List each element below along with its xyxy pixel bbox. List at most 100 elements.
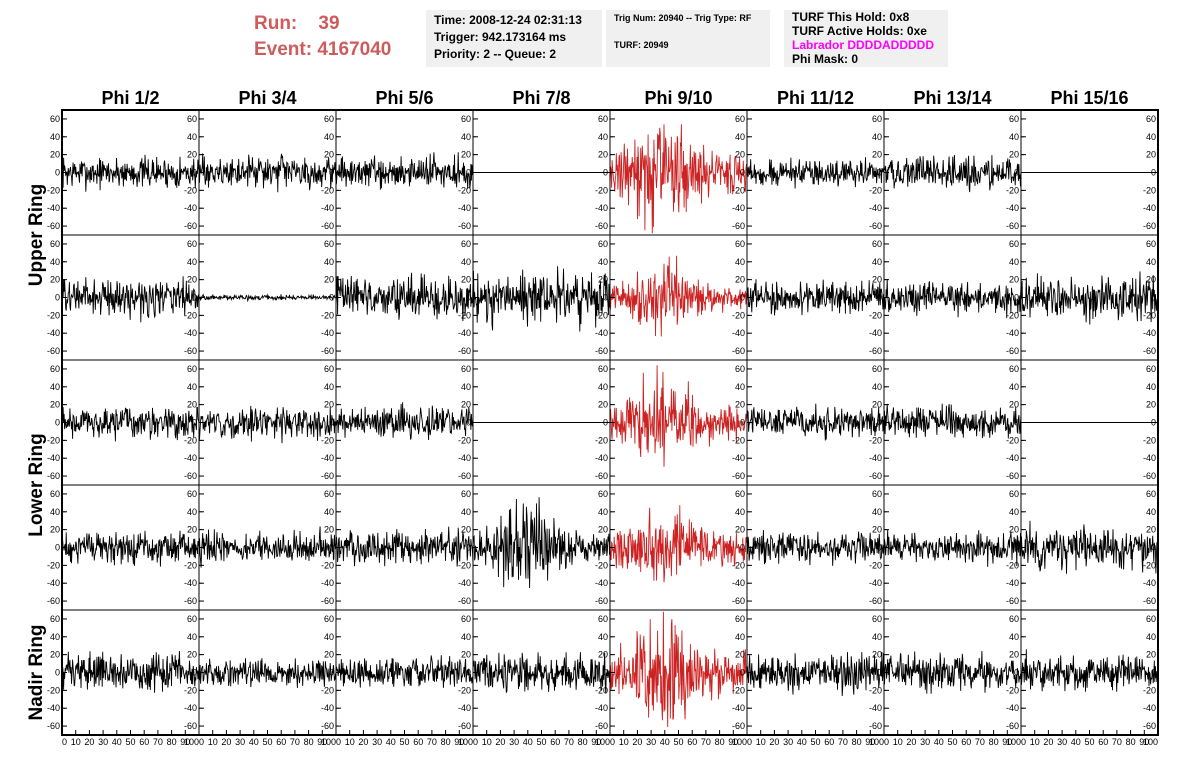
x-tick-label: 90 <box>1002 737 1012 747</box>
y-tick-label: 60 <box>1009 614 1019 624</box>
x-tick-label: 30 <box>1057 737 1067 747</box>
y-tick-label: 40 <box>735 132 745 142</box>
y-tick-label: 0 <box>192 543 197 553</box>
y-tick-label: 60 <box>187 239 197 249</box>
y-tick-label: 60 <box>324 114 334 124</box>
x-tick-label: 100 <box>1006 737 1021 747</box>
waveform-trace <box>198 526 337 568</box>
y-tick-label: 60 <box>1146 364 1156 374</box>
y-tick-label: 20 <box>598 275 608 285</box>
waveform-trace <box>61 154 200 192</box>
y-tick-label: 40 <box>461 382 471 392</box>
y-tick-label: -60 <box>869 721 882 731</box>
x-tick-label: 100 <box>184 737 199 747</box>
x-tick-label: 50 <box>1084 737 1094 747</box>
y-tick-label: 20 <box>1009 525 1019 535</box>
y-tick-label: 40 <box>1009 257 1019 267</box>
y-tick-label: 60 <box>50 614 60 624</box>
x-tick-label: 10 <box>756 737 766 747</box>
y-tick-label: -60 <box>321 721 334 731</box>
y-tick-label: 60 <box>872 239 882 249</box>
y-tick-label: 20 <box>324 400 334 410</box>
y-tick-label: -20 <box>47 310 60 320</box>
x-tick-label: 60 <box>413 737 423 747</box>
y-tick-label: -40 <box>47 453 60 463</box>
x-tick-label: 70 <box>975 737 985 747</box>
y-tick-label: -20 <box>1143 560 1156 570</box>
y-tick-label: 40 <box>872 507 882 517</box>
y-tick-label: -40 <box>1143 203 1156 213</box>
y-tick-label: 60 <box>1009 114 1019 124</box>
y-tick-label: -40 <box>184 203 197 213</box>
y-tick-label: 20 <box>735 275 745 285</box>
y-tick-label: 40 <box>324 632 334 642</box>
y-tick-label: 0 <box>466 293 471 303</box>
y-tick-label: -60 <box>321 596 334 606</box>
y-tick-label: -20 <box>1143 310 1156 320</box>
y-tick-label: -20 <box>184 685 197 695</box>
y-tick-label: 0 <box>466 543 471 553</box>
waveform-trace <box>609 505 748 583</box>
y-tick-label: 40 <box>598 382 608 392</box>
y-tick-label: -60 <box>1143 596 1156 606</box>
y-tick-label: 0 <box>1014 418 1019 428</box>
y-tick-label: -20 <box>732 435 745 445</box>
y-tick-label: -40 <box>732 703 745 713</box>
y-tick-label: 60 <box>735 364 745 374</box>
y-tick-label: 20 <box>872 150 882 160</box>
time-info-box: Time: 2008-12-24 02:31:13 Trigger: 942.1… <box>426 10 602 67</box>
waveform-trace <box>746 157 885 189</box>
x-tick-label: 70 <box>290 737 300 747</box>
x-tick-label: 10 <box>482 737 492 747</box>
x-tick-label: 50 <box>399 737 409 747</box>
x-tick-label: 40 <box>934 737 944 747</box>
y-tick-label: -40 <box>869 703 882 713</box>
y-tick-label: -60 <box>1143 221 1156 231</box>
y-tick-label: -20 <box>595 310 608 320</box>
y-tick-label: 20 <box>187 400 197 410</box>
y-tick-label: 20 <box>872 650 882 660</box>
x-tick-label: 60 <box>687 737 697 747</box>
y-tick-label: -60 <box>595 596 608 606</box>
x-tick-label: 20 <box>906 737 916 747</box>
y-tick-label: 40 <box>50 382 60 392</box>
y-tick-label: 40 <box>1146 382 1156 392</box>
x-tick-label: 100 <box>595 737 610 747</box>
y-tick-label: 40 <box>50 632 60 642</box>
y-tick-label: 60 <box>598 614 608 624</box>
trig-info-box: Trig Num: 20940 -- Trig Type: RF TURF: 2… <box>606 10 770 67</box>
x-tick-label: 100 <box>321 737 336 747</box>
y-tick-label: -20 <box>458 185 471 195</box>
y-tick-label: 60 <box>598 364 608 374</box>
x-tick-label: 60 <box>276 737 286 747</box>
y-tick-label: 20 <box>324 275 334 285</box>
y-tick-label: -40 <box>47 203 60 213</box>
x-tick-label: 30 <box>235 737 245 747</box>
waveform-trace <box>472 497 611 589</box>
y-tick-label: 20 <box>461 275 471 285</box>
y-tick-label: -60 <box>1006 471 1019 481</box>
x-tick-label: 0 <box>747 737 752 747</box>
y-tick-label: 60 <box>461 364 471 374</box>
y-tick-label: -40 <box>458 453 471 463</box>
y-tick-label: 0 <box>603 543 608 553</box>
y-tick-label: -20 <box>321 685 334 695</box>
y-tick-label: -60 <box>869 471 882 481</box>
y-tick-label: -40 <box>184 453 197 463</box>
x-tick-label: 20 <box>221 737 231 747</box>
waveform-trace <box>883 529 1022 567</box>
y-tick-label: 20 <box>1009 650 1019 660</box>
x-tick-label: 100 <box>732 737 747 747</box>
x-tick-label: 100 <box>1143 737 1158 747</box>
y-tick-label: 60 <box>1146 614 1156 624</box>
y-tick-label: -60 <box>458 221 471 231</box>
y-tick-label: 40 <box>187 632 197 642</box>
y-tick-label: -40 <box>732 578 745 588</box>
y-tick-label: -40 <box>732 203 745 213</box>
x-tick-label: 100 <box>869 737 884 747</box>
row-header: Lower Ring <box>26 433 47 536</box>
y-tick-label: -20 <box>458 560 471 570</box>
y-tick-label: -20 <box>458 435 471 445</box>
y-tick-label: 20 <box>50 525 60 535</box>
y-tick-label: 40 <box>187 257 197 267</box>
